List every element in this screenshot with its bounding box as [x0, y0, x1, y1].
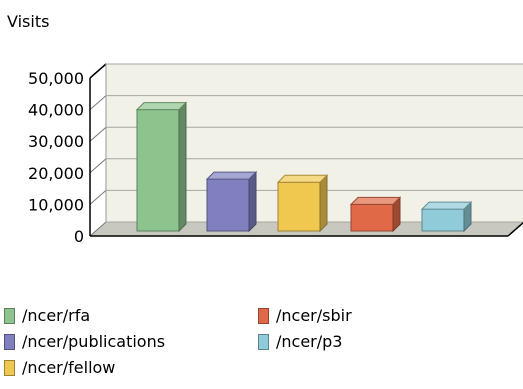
- bar-front: [350, 203, 394, 232]
- bar-top: [420, 201, 473, 210]
- bar-side: [319, 174, 328, 233]
- y-axis-label: Visits: [7, 12, 50, 31]
- y-tick-label: 10,000: [28, 195, 84, 214]
- axis-tick-mark: [89, 126, 107, 142]
- bar-front: [206, 178, 250, 232]
- bar-top: [349, 196, 402, 205]
- legend-swatch: [4, 359, 15, 376]
- bar-front: [136, 109, 180, 232]
- legend-swatch: [258, 333, 269, 350]
- legend-label: /ncer/p3: [276, 332, 343, 351]
- axis-tick-mark: [89, 95, 107, 110]
- legend-swatch: [4, 307, 15, 324]
- legend-item-publications: /ncer/publications: [4, 332, 165, 351]
- bar-side: [178, 101, 187, 233]
- legend-item-rfa: /ncer/rfa: [4, 306, 90, 325]
- y-tick-label: 40,000: [28, 101, 84, 120]
- legend-label: /ncer/sbir: [276, 306, 352, 325]
- bar-chart: 50,000 40,000 30,000 20,000 10,000 0: [28, 63, 523, 246]
- y-tick-label: 30,000: [28, 132, 84, 151]
- legend-swatch: [4, 333, 15, 350]
- bar-front: [277, 181, 321, 232]
- bar-top: [205, 171, 258, 180]
- axis-tick-mark: [89, 158, 107, 174]
- legend-label: /ncer/publications: [22, 332, 166, 351]
- y-axis-top-edge: [89, 63, 107, 79]
- y-tick-label: 50,000: [28, 69, 84, 88]
- legend-label: /ncer/rfa: [22, 306, 91, 325]
- legend-item-sbir: /ncer/sbir: [258, 306, 352, 325]
- bar-front: [421, 208, 465, 232]
- floor-right-edge: [507, 221, 523, 237]
- legend: /ncer/rfa /ncer/publications /ncer/fello…: [0, 306, 523, 386]
- axis-tick-mark: [89, 221, 107, 237]
- legend-item-p3: /ncer/p3: [258, 332, 342, 351]
- bar-side: [248, 170, 257, 233]
- legend-item-fellow: /ncer/fellow: [4, 358, 115, 377]
- y-tick-label: 20,000: [28, 164, 84, 183]
- axis-tick-mark: [89, 190, 107, 205]
- bar-top: [276, 174, 329, 183]
- y-tick-label: 0: [74, 227, 84, 246]
- legend-swatch: [258, 307, 269, 324]
- legend-label: /ncer/fellow: [22, 358, 116, 377]
- bar-top: [135, 102, 188, 111]
